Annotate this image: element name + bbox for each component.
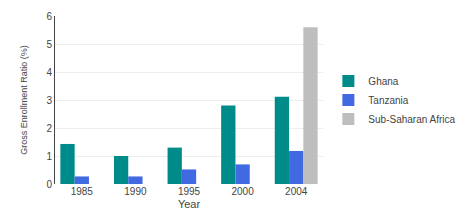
svg-text:1990: 1990	[124, 186, 147, 197]
svg-text:Sub-Saharan Africa: Sub-Saharan Africa	[368, 114, 455, 125]
svg-text:Year: Year	[178, 198, 201, 210]
svg-text:1995: 1995	[178, 186, 201, 197]
svg-text:2: 2	[46, 123, 52, 134]
svg-text:6: 6	[46, 11, 52, 22]
svg-text:1: 1	[46, 151, 52, 162]
svg-text:2004: 2004	[285, 186, 308, 197]
svg-text:0: 0	[46, 179, 52, 190]
svg-text:Gross Enrollment Ratio (%): Gross Enrollment Ratio (%)	[19, 45, 29, 155]
svg-text:5: 5	[46, 39, 52, 50]
svg-text:4: 4	[46, 67, 52, 78]
svg-text:3: 3	[46, 95, 52, 106]
svg-text:1985: 1985	[71, 186, 94, 197]
svg-text:Ghana: Ghana	[368, 76, 398, 87]
svg-text:2000: 2000	[231, 186, 254, 197]
svg-text:Tanzania: Tanzania	[368, 95, 408, 106]
